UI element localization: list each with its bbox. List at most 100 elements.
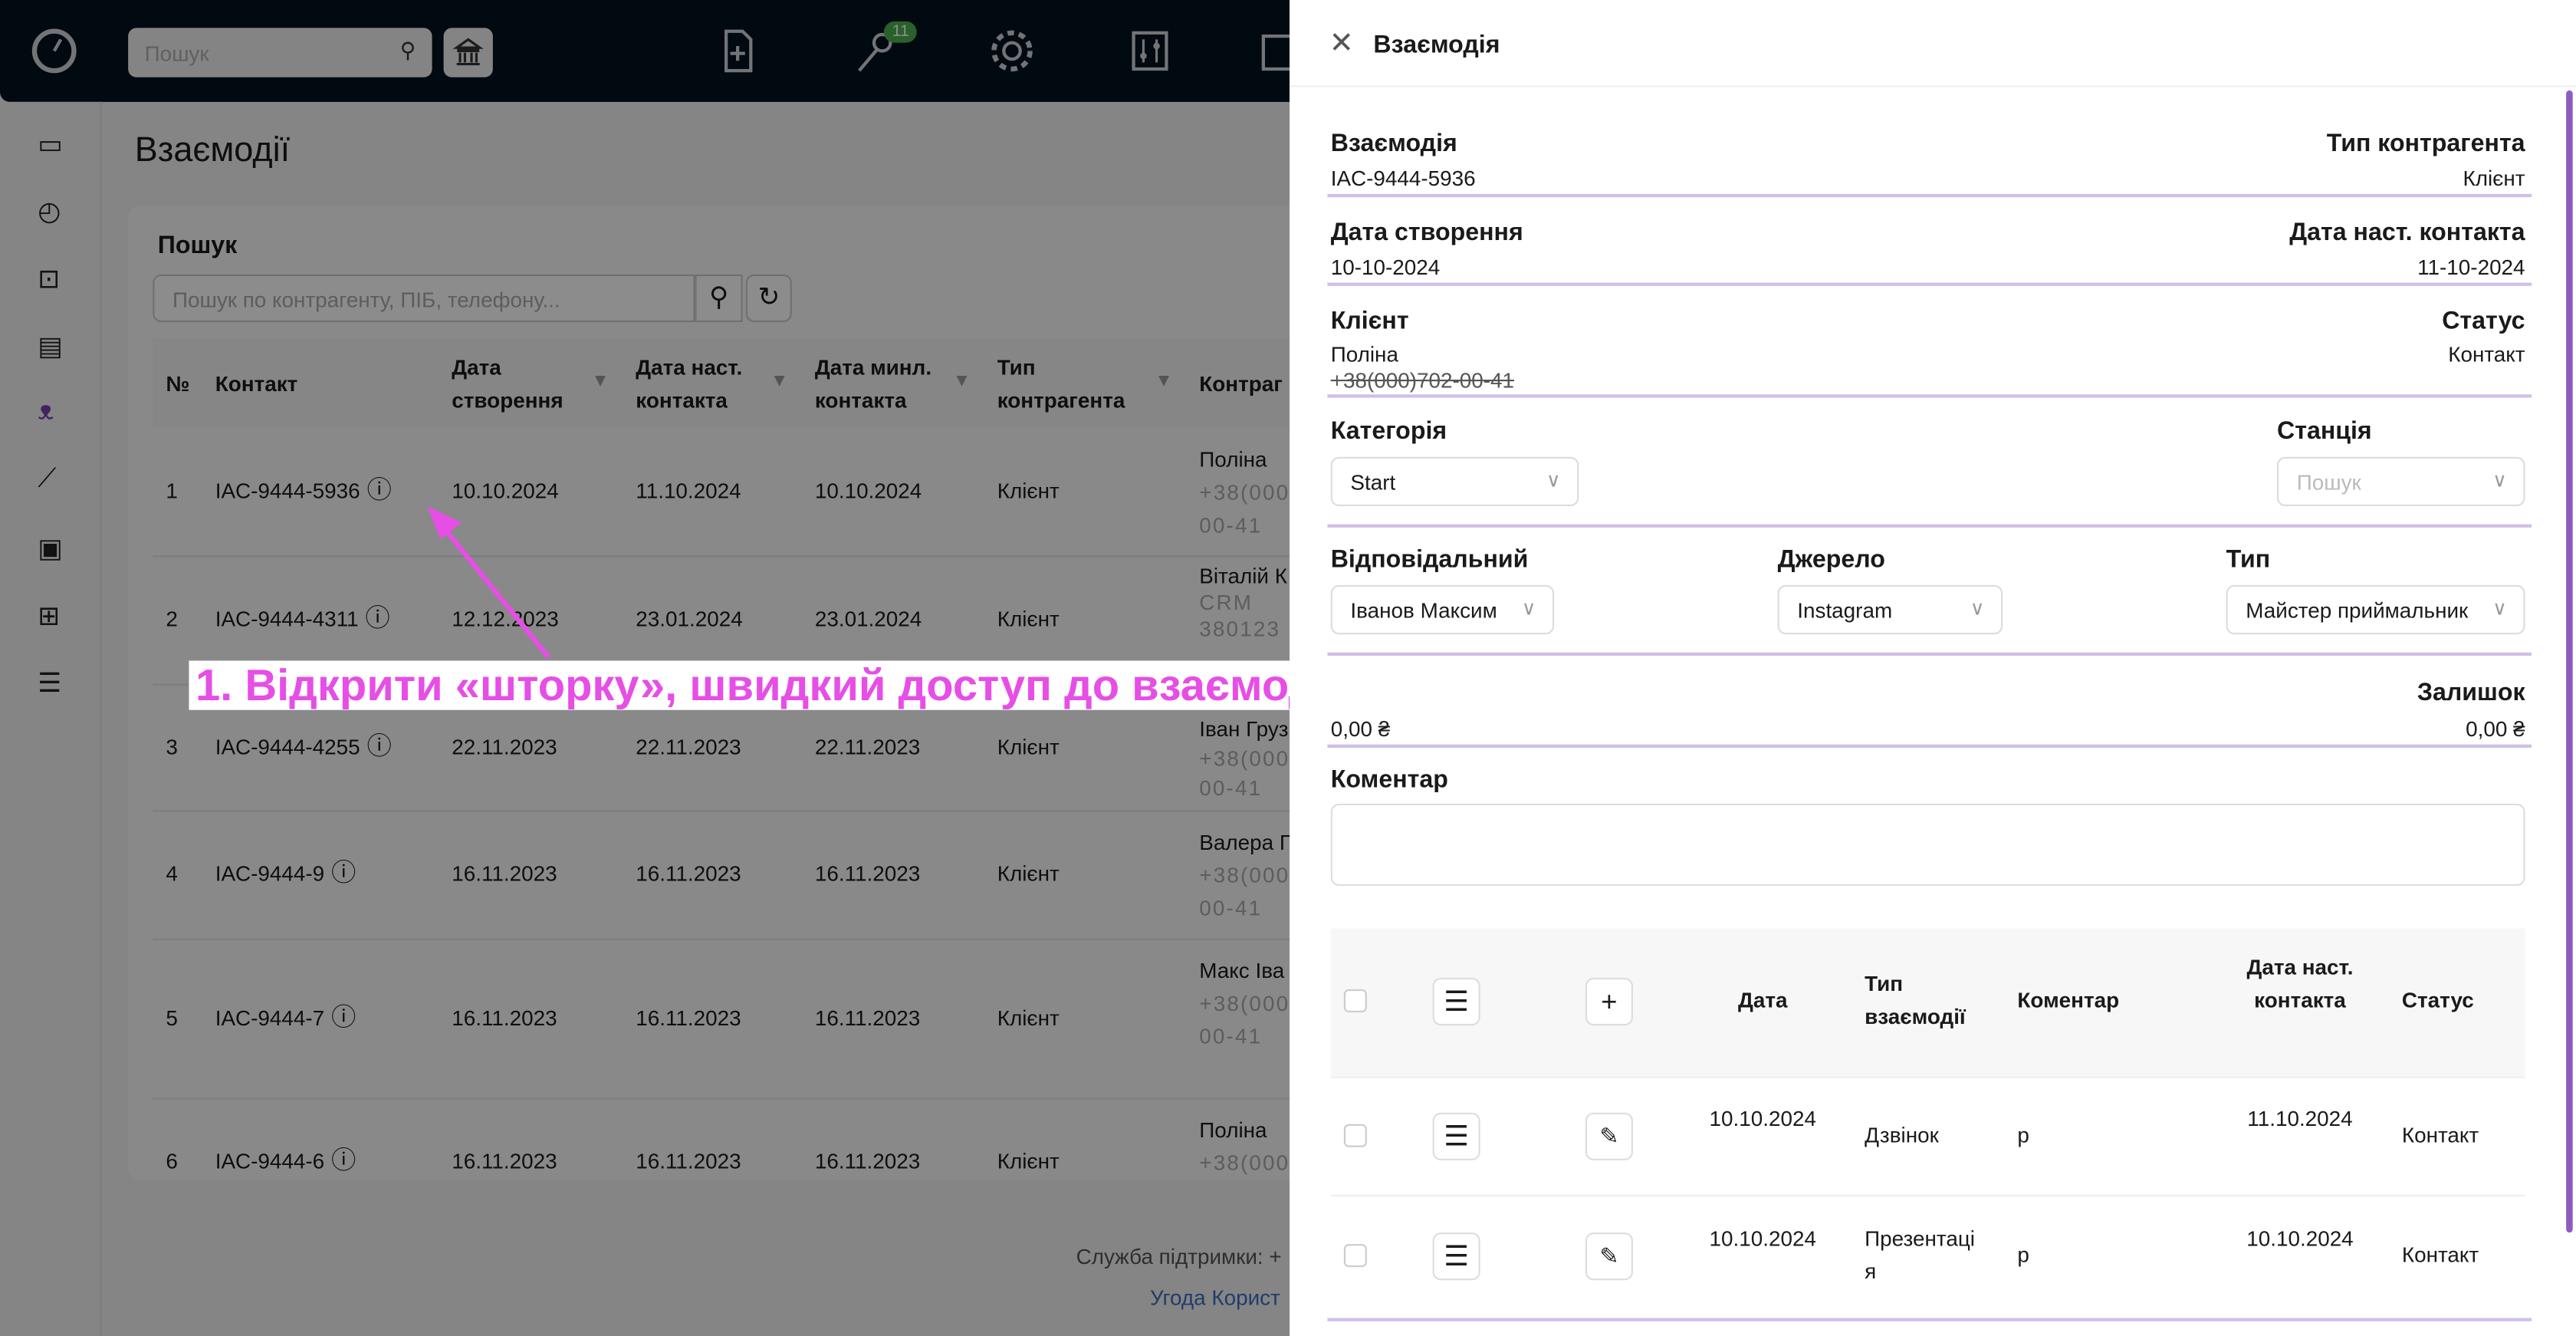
row-checkbox[interactable] bbox=[1343, 1243, 1367, 1267]
refresh-button[interactable]: ↻ bbox=[745, 274, 792, 322]
contacts-icon[interactable]: ᴥ bbox=[38, 397, 54, 426]
category-select-value: Start bbox=[1350, 469, 1396, 495]
counterparty-phone-tail: 00-41 bbox=[1199, 775, 1263, 801]
contact-link[interactable]: IAC-9444-6 ⓘ bbox=[215, 1149, 356, 1173]
col-contact: Контакт bbox=[215, 371, 298, 397]
row-menu-button[interactable]: ☰ bbox=[1432, 1232, 1480, 1280]
contact-id[interactable]: IAC-9444-4311 bbox=[215, 606, 359, 631]
info-icon[interactable]: ⓘ bbox=[324, 1003, 356, 1032]
bank-button[interactable] bbox=[443, 28, 493, 77]
contact-id[interactable]: IAC-9444-9 bbox=[215, 861, 325, 886]
station-select[interactable]: Пошук ∨ bbox=[2277, 456, 2525, 506]
new-document-icon[interactable] bbox=[713, 26, 762, 75]
responsible-select[interactable]: Іванов Максим ∨ bbox=[1330, 584, 1555, 635]
cp-type: Клієнт bbox=[997, 861, 1060, 886]
next-contact-label: Дата наст. контакта bbox=[2289, 219, 2525, 247]
type-label: Тип bbox=[2226, 545, 2271, 574]
info-icon[interactable]: ⓘ bbox=[358, 604, 390, 633]
type-select[interactable]: Майстер приймальник ∨ bbox=[2226, 584, 2525, 635]
last-contact-date: 16.11.2023 bbox=[814, 1148, 921, 1173]
row-number: 1 bbox=[166, 478, 178, 503]
col-status: Статус bbox=[2401, 987, 2474, 1012]
client-label: Клієнт bbox=[1330, 307, 1409, 336]
search-icon[interactable]: ⚲ bbox=[399, 38, 416, 63]
category-select[interactable]: Start ∨ bbox=[1330, 456, 1579, 506]
contact-link[interactable]: IAC-9444-7 ⓘ bbox=[215, 1005, 356, 1029]
history-date: 10.10.2024 bbox=[1709, 1106, 1816, 1131]
counterparty-name: Поліна bbox=[1199, 1117, 1267, 1143]
edit-button[interactable]: ✎ bbox=[1585, 1232, 1633, 1280]
row-divider bbox=[153, 1097, 1290, 1100]
contact-search-input[interactable]: Пошук по контрагенту, ПІБ, телефону... bbox=[153, 274, 695, 322]
type-select-value: Майстер приймальник bbox=[2246, 598, 2469, 624]
field-divider bbox=[1327, 394, 2532, 398]
edit-button[interactable]: ✎ bbox=[1585, 1112, 1633, 1160]
next-contact-date: 22.11.2023 bbox=[636, 733, 741, 758]
last-contact-date: 23.01.2024 bbox=[814, 606, 922, 631]
contact-link[interactable]: IAC-9444-5936 ⓘ bbox=[215, 479, 392, 503]
chevron-down-icon: ∨ bbox=[2492, 596, 2507, 620]
keys-icon[interactable] bbox=[851, 26, 900, 75]
scrollbar[interactable] bbox=[2566, 90, 2573, 1233]
close-icon[interactable]: ✕ bbox=[1329, 26, 1354, 60]
gear-icon[interactable] bbox=[987, 26, 1037, 75]
info-icon[interactable]: ⓘ bbox=[360, 732, 392, 761]
row-checkbox[interactable] bbox=[1343, 1124, 1367, 1147]
notification-badge: 11 bbox=[883, 21, 918, 43]
responsible-select-value: Іванов Максим bbox=[1350, 598, 1497, 624]
info-icon[interactable]: ⓘ bbox=[360, 476, 392, 505]
contact-link[interactable]: IAC-9444-4255 ⓘ bbox=[215, 734, 392, 758]
select-all-checkbox[interactable] bbox=[1343, 989, 1367, 1012]
chart-icon[interactable]: ⟋ bbox=[38, 465, 57, 493]
info-icon[interactable]: ⓘ bbox=[324, 1147, 356, 1176]
search-label: Пошук bbox=[157, 232, 238, 260]
row-divider bbox=[153, 938, 1290, 940]
field-divider bbox=[1327, 744, 2532, 748]
callout-annotation: 1. Відкрити «шторку», швидкий доступ до … bbox=[189, 660, 1397, 710]
contact-id[interactable]: IAC-9444-4255 bbox=[215, 733, 360, 758]
contact-id[interactable]: IAC-9444-5936 bbox=[215, 478, 360, 503]
contact-id[interactable]: IAC-9444-6 bbox=[215, 1148, 325, 1173]
history-comment: р bbox=[2017, 1122, 2029, 1147]
filter-icon[interactable]: ▼ bbox=[591, 371, 610, 391]
row-menu-button[interactable]: ☰ bbox=[1432, 1112, 1480, 1160]
add-interaction-button[interactable]: + bbox=[1585, 978, 1633, 1026]
sliders-icon[interactable] bbox=[1125, 26, 1175, 75]
filter-icon[interactable]: ▼ bbox=[1155, 371, 1173, 391]
logo-icon[interactable] bbox=[30, 26, 79, 75]
columns-menu-button[interactable]: ☰ bbox=[1432, 978, 1480, 1026]
contact-id[interactable]: IAC-9444-7 bbox=[215, 1005, 325, 1030]
balance-left: 0,00 ₴ bbox=[1330, 716, 1391, 742]
created-date: 10.10.2024 bbox=[452, 478, 559, 503]
field-divider bbox=[1327, 193, 2532, 198]
status-label: Статус bbox=[2442, 307, 2525, 336]
station-label: Станція bbox=[2277, 417, 2372, 446]
source-label: Джерело bbox=[1777, 545, 1885, 574]
history-type: Дзвінок bbox=[1865, 1122, 1939, 1147]
info-icon[interactable]: ⓘ bbox=[324, 859, 356, 888]
search-button[interactable]: ⚲ bbox=[695, 274, 743, 322]
balance-right: 0,00 ₴ bbox=[2466, 716, 2525, 742]
field-divider bbox=[1327, 652, 2532, 656]
global-search-input[interactable]: Пошук ⚲ bbox=[128, 28, 432, 77]
search-icon: ⚲ bbox=[708, 284, 729, 313]
filter-icon[interactable]: ▼ bbox=[770, 371, 789, 391]
last-contact-date: 16.11.2023 bbox=[814, 1005, 921, 1030]
contact-link[interactable]: IAC-9444-9 ⓘ bbox=[215, 861, 356, 886]
divider bbox=[1290, 85, 2576, 87]
bank-icon bbox=[452, 38, 484, 66]
support-text: Служба підтримки: + bbox=[1076, 1244, 1282, 1269]
user-agreement-link[interactable]: Угода Корист bbox=[1150, 1285, 1280, 1310]
filter-icon[interactable]: ▼ bbox=[952, 371, 971, 391]
category-label: Категорія bbox=[1330, 417, 1447, 446]
created-date: 22.11.2023 bbox=[452, 733, 557, 758]
contact-link[interactable]: IAC-9444-4311 ⓘ bbox=[215, 607, 390, 631]
client-name: Поліна bbox=[1330, 341, 1398, 367]
created-value: 10-10-2024 bbox=[1330, 255, 1441, 280]
calendar-icon[interactable] bbox=[1258, 26, 1290, 75]
counterparty-phone: +38(000) bbox=[1199, 745, 1290, 771]
comment-textarea[interactable] bbox=[1330, 803, 2525, 886]
source-select[interactable]: Instagram ∨ bbox=[1777, 584, 2003, 635]
search-placeholder: Пошук по контрагенту, ПІБ, телефону... bbox=[172, 288, 560, 313]
next-contact-date: 16.11.2023 bbox=[636, 1148, 741, 1173]
